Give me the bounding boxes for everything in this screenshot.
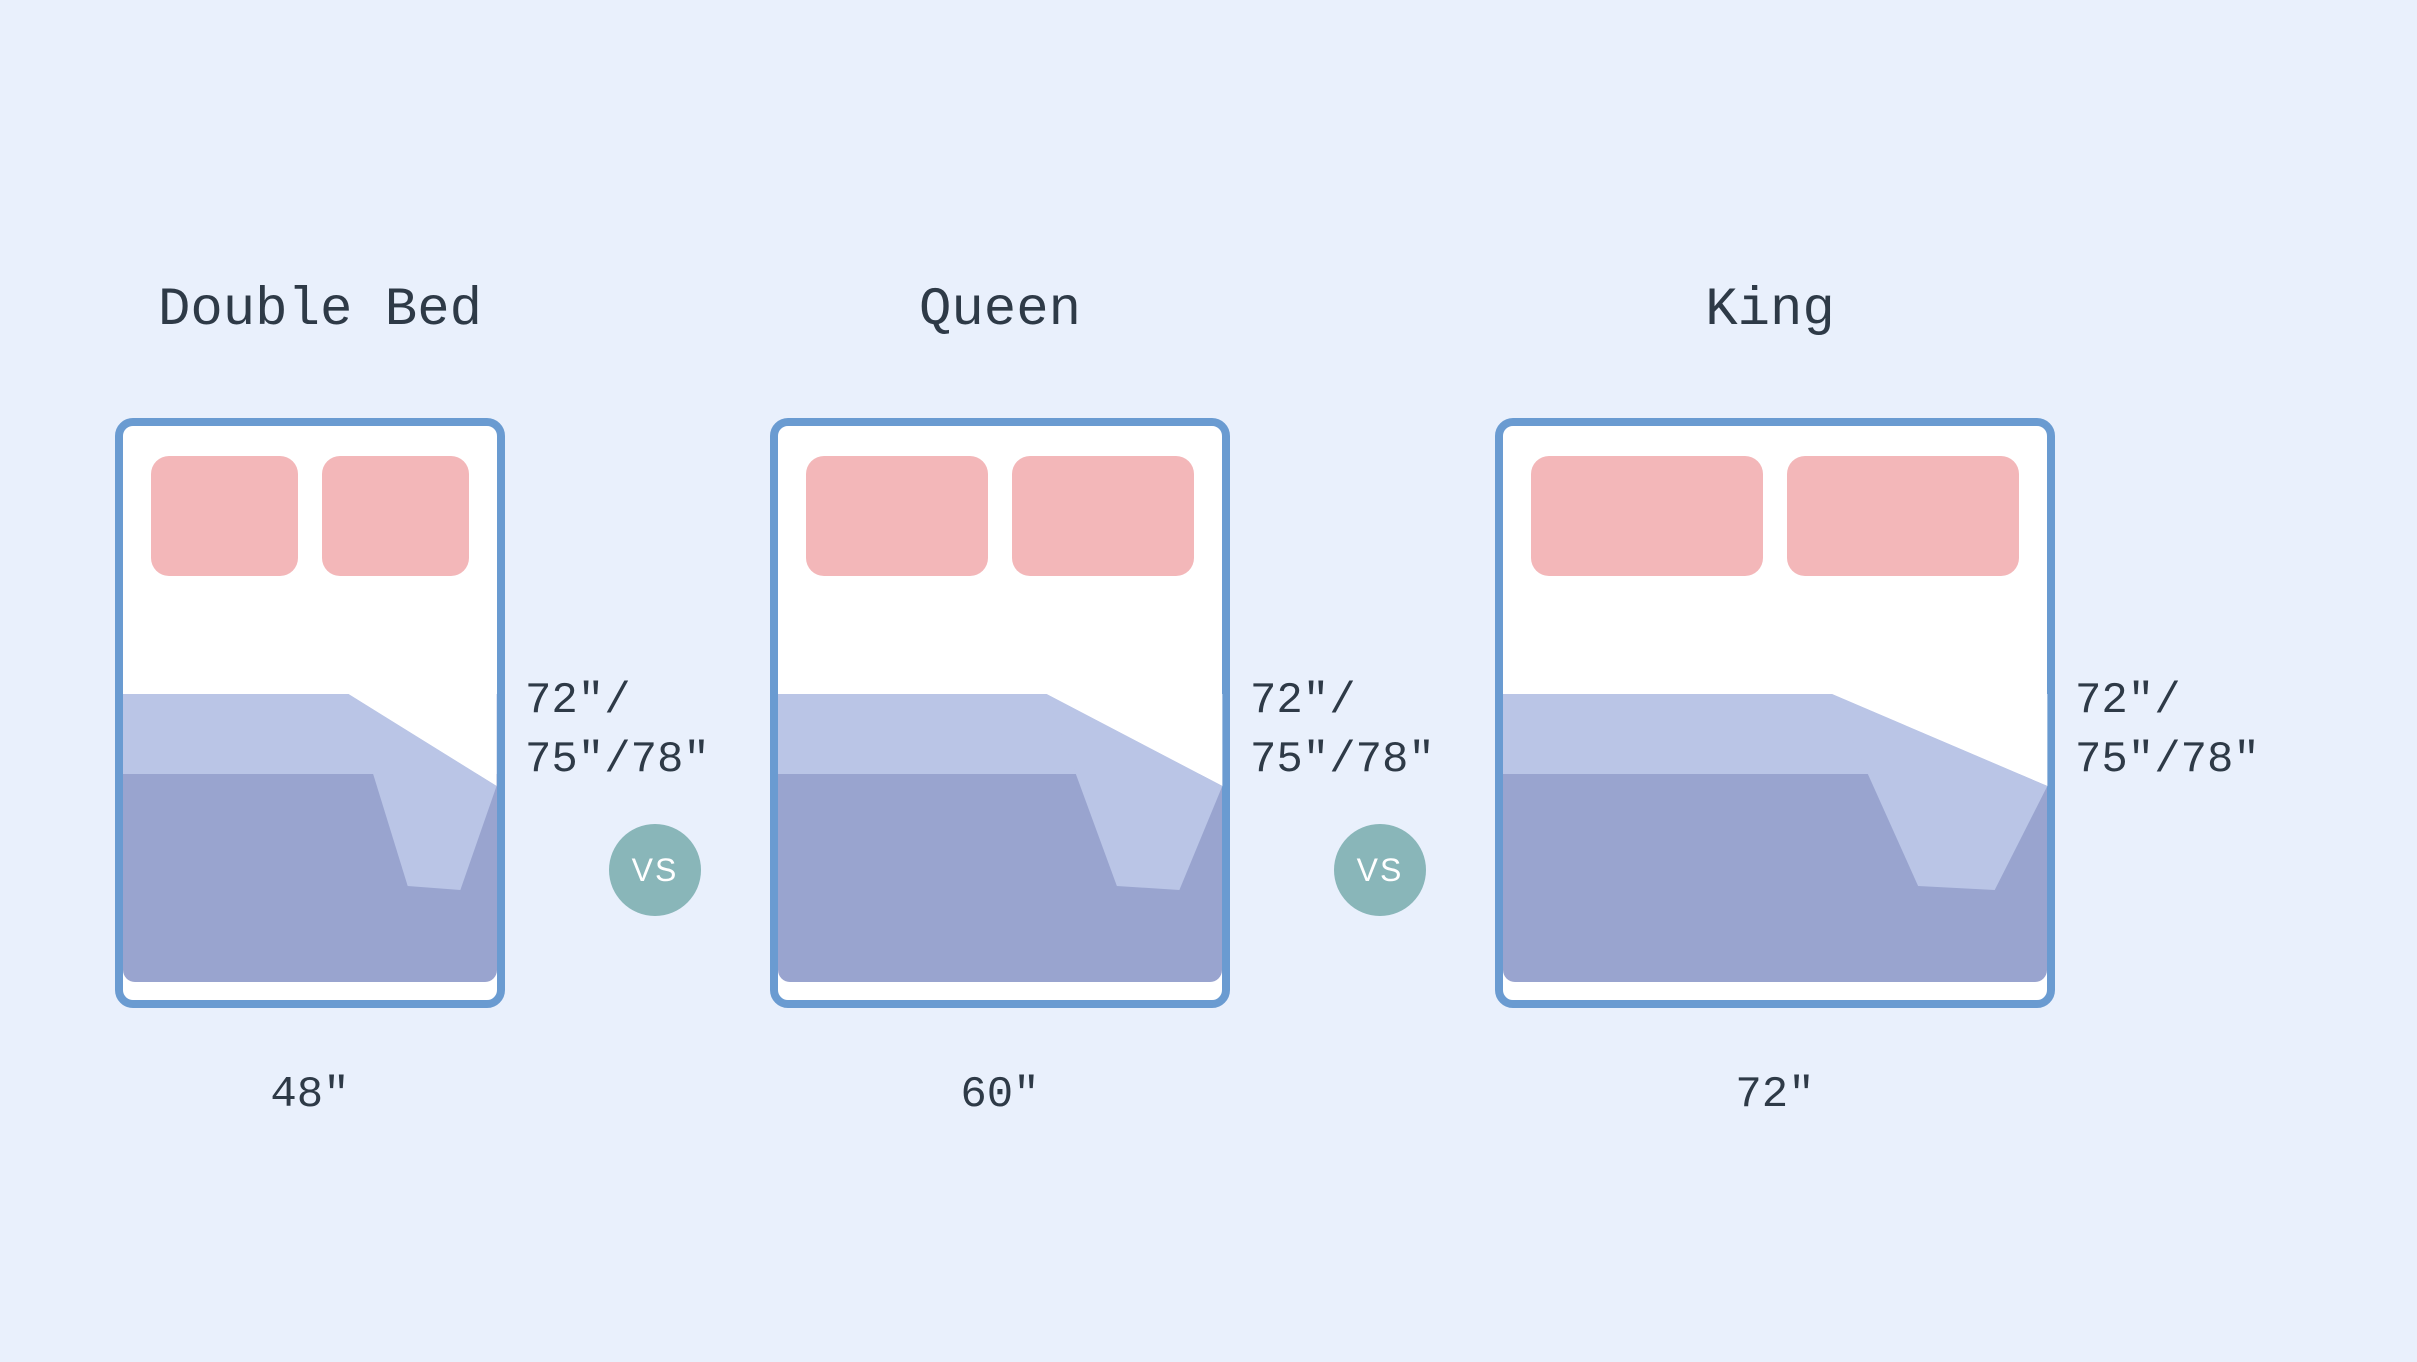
pillow-2-0 xyxy=(1531,456,1763,576)
blanket-fold-1 xyxy=(1027,694,1222,894)
width-label-2: 72″ xyxy=(1655,1070,1895,1120)
bed-title-0: Double Bed xyxy=(20,280,620,341)
vs-badge-0: VS xyxy=(609,824,701,916)
blanket-fold-0 xyxy=(332,694,497,894)
width-label-0: 48″ xyxy=(190,1070,430,1120)
length-label-1: 72″/ 75″/78″ xyxy=(1250,672,1435,791)
bed-title-1: Queen xyxy=(700,280,1300,341)
blanket-fold-2 xyxy=(1808,694,2047,894)
vs-badge-1: VS xyxy=(1334,824,1426,916)
bed-title-2: King xyxy=(1470,280,2070,341)
pillow-2-1 xyxy=(1787,456,2019,576)
pillow-1-1 xyxy=(1012,456,1194,576)
bed-size-comparison-infographic: Double Bed 72″/ 75″/78″ 48″ Queen 72″/ 75″/7… xyxy=(0,0,2417,1362)
length-label-2: 72″/ 75″/78″ xyxy=(2075,672,2260,791)
length-label-0: 72″/ 75″/78″ xyxy=(525,672,710,791)
pillow-0-1 xyxy=(322,456,469,576)
pillow-1-0 xyxy=(806,456,988,576)
width-label-1: 60″ xyxy=(880,1070,1120,1120)
pillow-0-0 xyxy=(151,456,298,576)
